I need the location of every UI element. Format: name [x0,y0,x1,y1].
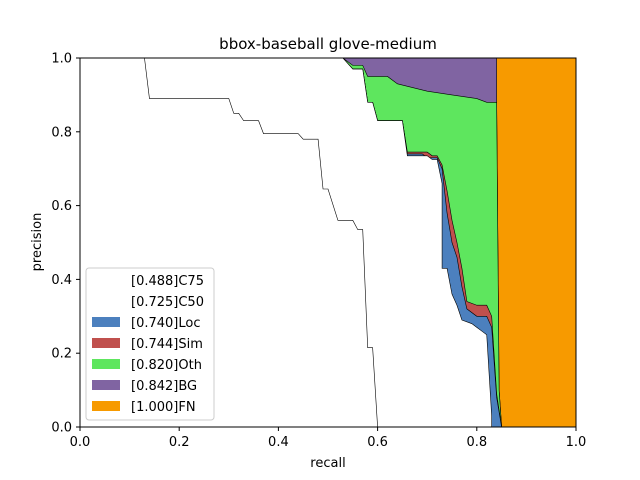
legend-label-c50: [0.725]C50 [131,295,204,310]
x-tick-label: 0.0 [70,435,91,450]
legend-swatch-sim [92,338,120,348]
legend-swatch-bg [92,380,120,390]
legend-swatch-oth [92,359,120,369]
y-axis-label: precision [30,213,45,272]
x-tick-label: 0.6 [367,435,388,450]
legend-label-oth: [0.820]Oth [131,358,202,373]
x-axis-ticks: 0.0 0.2 0.4 0.6 0.8 1.0 [70,427,587,450]
y-tick-label: 1.0 [51,52,72,67]
y-tick-label: 0.4 [51,273,72,288]
legend-swatch-c75 [92,275,120,285]
y-axis-ticks: 0.0 0.2 0.4 0.6 0.8 1.0 [51,52,80,436]
x-tick-label: 0.8 [466,435,487,450]
y-tick-label: 0.6 [51,199,72,214]
plot-frame [79,57,577,428]
chart-title: bbox-baseball glove-medium [219,35,437,53]
line-c75 [80,57,378,428]
legend-swatch-c50 [92,296,120,306]
x-axis-label: recall [310,456,345,471]
x-tick-label: 0.4 [268,435,289,450]
legend: [0.488]C75 [0.725]C50 [0.740]Loc [0.744]Sim… [85,267,215,421]
legend-label-fn: [1.000]FN [131,400,196,415]
y-tick-label: 0.2 [51,347,72,362]
x-tick-label: 0.2 [169,435,190,450]
legend-label-c75: [0.488]C75 [131,274,204,289]
y-tick-label: 0.0 [51,421,72,436]
legend-label-sim: [0.744]Sim [131,337,203,352]
legend-label-loc: [0.740]Loc [131,316,200,331]
legend-swatch-loc [92,317,120,327]
legend-label-bg: [0.842]BG [131,379,197,394]
x-tick-label: 1.0 [566,435,587,450]
c75-curve [80,57,378,428]
y-tick-label: 0.8 [51,125,72,140]
legend-swatch-fn [92,401,120,411]
